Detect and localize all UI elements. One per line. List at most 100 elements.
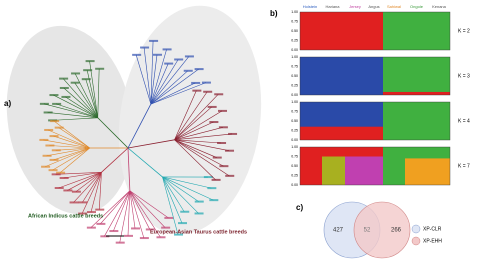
leaf-label (39, 138, 49, 141)
ancestry-block (383, 12, 450, 50)
plot-frame (299, 146, 451, 186)
ancestry-block (300, 57, 383, 95)
tree-branch (53, 135, 90, 149)
tree-branch (104, 190, 131, 237)
tree-branch (174, 139, 224, 167)
venn-count: 266 (391, 228, 402, 234)
y-tick-label: 0.75 (291, 109, 298, 113)
tree-branch (174, 133, 233, 141)
tree-branch (174, 91, 208, 140)
leaf-label (51, 149, 61, 152)
leaf-label (162, 48, 172, 51)
tree-branch (162, 176, 179, 235)
leaf-label (49, 94, 59, 97)
leaf-label (152, 53, 162, 56)
tree-branch (97, 117, 129, 149)
leaf-label (194, 68, 204, 71)
tree-branch (162, 176, 185, 212)
k-label: K = 7 (458, 163, 470, 169)
leaf-label (203, 176, 213, 179)
tree-branch (150, 54, 158, 105)
tree-branch (150, 49, 167, 105)
leaf-label (164, 216, 174, 219)
venn-count: 427 (333, 228, 344, 234)
tree-branch (100, 190, 131, 225)
leaf-label (201, 81, 211, 84)
tree-branch (162, 176, 199, 214)
leaf-label (100, 235, 110, 238)
leaf-label (59, 177, 69, 180)
ancestry-block (300, 147, 383, 157)
y-tick-label: 0.50 (291, 164, 298, 168)
y-tick-label: 0.75 (291, 19, 298, 23)
breed-label: Angus (368, 4, 379, 9)
tree-branch (174, 139, 230, 152)
ancestry-block (383, 57, 450, 95)
leaf-label (71, 72, 81, 75)
structure-plots: Holstein Hariana Jersey Angus Sahiwal Ongole K… (291, 4, 470, 187)
y-tick-label: 0.00 (291, 93, 298, 97)
leaf-label (59, 86, 69, 89)
y-tick-label: 1.00 (291, 145, 298, 149)
legend-swatch (411, 224, 421, 234)
tree-branch (49, 145, 90, 149)
leaf-label (54, 126, 64, 129)
leaf-label (44, 128, 54, 131)
y-tick-label: 1.00 (291, 100, 298, 104)
leaf-label (70, 81, 80, 84)
leaf-label (177, 222, 187, 225)
tree-branch (129, 190, 151, 230)
tree-branch (53, 94, 98, 119)
leaf-label (61, 95, 71, 98)
tree-branch (174, 127, 223, 141)
leaf-label (211, 178, 221, 181)
tree-branch (174, 121, 214, 141)
tree-branch (43, 139, 90, 149)
tree-branch (48, 129, 90, 149)
y-tick-label: 0.25 (291, 83, 298, 87)
tree-branch (119, 190, 131, 243)
leaf-label (156, 236, 166, 239)
ancestry-block (383, 147, 405, 185)
breed-label: Sahiwal (387, 4, 401, 9)
tree-branch (58, 172, 102, 189)
y-tick-label: 0.25 (291, 173, 298, 177)
leaf-label (219, 165, 229, 168)
y-tick-label: 0.50 (291, 119, 298, 123)
k-label: K = 4 (458, 118, 470, 124)
leaf-label (49, 135, 59, 138)
tree-branch (55, 147, 90, 151)
y-tick-label: 0.75 (291, 64, 298, 68)
group-label: European-Asian Taurus cattle breeds (150, 229, 247, 235)
leaf-label (194, 200, 204, 203)
tree-branch (43, 103, 98, 119)
tree-branch (53, 120, 90, 149)
leaf-label (50, 120, 60, 123)
leaf-label (69, 201, 79, 204)
ancestry-block (383, 91, 450, 95)
leaf-label (78, 201, 88, 204)
y-tick-label: 0.25 (291, 38, 298, 42)
tree-branch (150, 68, 199, 105)
tree-branch (150, 63, 169, 105)
leaf-label (81, 78, 91, 81)
legend-label: XP-EHH (423, 238, 442, 244)
leaf-label (86, 226, 96, 229)
leaf-label (225, 149, 235, 152)
tree-branch (129, 190, 136, 229)
y-tick-label: 0.00 (291, 183, 298, 187)
leaf-label (63, 189, 73, 192)
tree-branch (150, 59, 179, 105)
tree-branch (129, 190, 145, 239)
leaf-label (43, 111, 53, 114)
leaf-label (228, 132, 238, 135)
leaf-label (203, 90, 213, 93)
tree-branch (127, 190, 131, 236)
plot-frame (299, 11, 451, 51)
leaf-label (192, 89, 202, 92)
y-tick-label: 0.25 (291, 128, 298, 132)
leaf-label (59, 77, 69, 80)
leaf-label (149, 39, 159, 42)
breed-label: Hariana (325, 4, 340, 9)
